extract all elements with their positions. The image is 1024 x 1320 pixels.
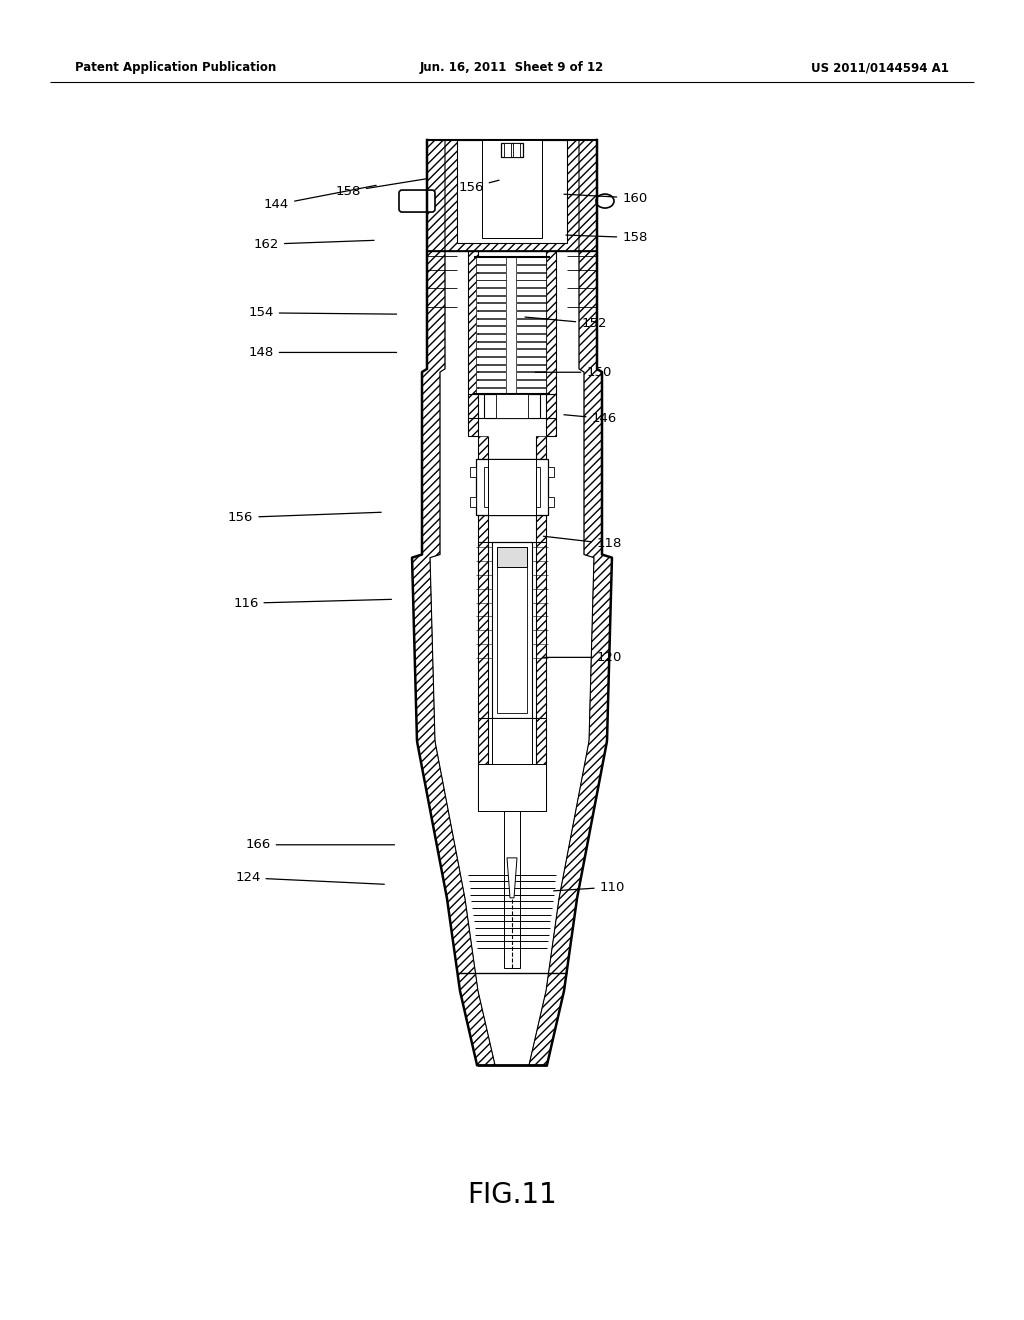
Bar (504, 143, 511, 157)
Bar (536, 467, 540, 507)
Bar (516, 356, 546, 364)
Bar (516, 312, 546, 318)
Bar (516, 326, 546, 333)
Bar (468, 251, 478, 436)
Polygon shape (507, 858, 517, 898)
Bar (476, 380, 506, 387)
Bar (492, 543, 532, 718)
Text: 110: 110 (554, 880, 625, 894)
Bar (478, 251, 546, 436)
Text: 120: 120 (544, 651, 622, 664)
Bar (476, 304, 506, 310)
Bar (492, 718, 532, 764)
Text: 158: 158 (336, 178, 427, 198)
Bar (427, 140, 597, 251)
Text: 160: 160 (564, 191, 647, 205)
Bar (546, 251, 556, 436)
Text: Patent Application Publication: Patent Application Publication (75, 62, 276, 74)
Text: Jun. 16, 2011  Sheet 9 of 12: Jun. 16, 2011 Sheet 9 of 12 (420, 62, 604, 74)
Bar (476, 459, 548, 515)
Bar (516, 280, 546, 288)
Text: 154: 154 (249, 306, 396, 319)
Text: 124: 124 (236, 871, 384, 884)
Bar (476, 342, 506, 348)
Bar (516, 265, 546, 272)
Bar (476, 388, 506, 395)
Bar (501, 143, 523, 157)
Bar (476, 265, 506, 272)
Bar (516, 364, 546, 371)
Bar (516, 342, 546, 348)
Text: FIG.11: FIG.11 (467, 1180, 557, 1209)
Text: 158: 158 (566, 231, 647, 244)
Bar (516, 380, 546, 387)
Bar (516, 288, 546, 294)
Bar (470, 496, 476, 507)
Bar (476, 350, 506, 356)
Bar (482, 140, 542, 238)
Bar (476, 312, 506, 318)
Bar (478, 436, 488, 810)
Bar (476, 334, 506, 341)
Bar (516, 318, 546, 326)
Text: 116: 116 (233, 597, 391, 610)
Bar (516, 304, 546, 310)
Polygon shape (529, 140, 612, 1065)
Bar (470, 467, 476, 477)
Ellipse shape (596, 194, 614, 209)
Bar (504, 810, 520, 968)
Bar (548, 496, 554, 507)
Text: 148: 148 (249, 346, 396, 359)
Text: 150: 150 (536, 366, 611, 379)
Bar (457, 140, 567, 243)
Bar (516, 372, 546, 379)
Bar (496, 395, 528, 417)
Bar (476, 356, 506, 364)
Text: 156: 156 (228, 511, 381, 524)
Text: 166: 166 (246, 838, 394, 851)
Bar (548, 467, 554, 477)
Bar (484, 467, 488, 507)
Bar (516, 334, 546, 341)
Bar (488, 459, 536, 515)
Bar (476, 288, 506, 294)
Text: 156: 156 (459, 181, 499, 194)
Text: 162: 162 (254, 238, 374, 251)
Bar (476, 364, 506, 371)
Bar (497, 548, 527, 568)
Bar (476, 372, 506, 379)
Bar (476, 318, 506, 326)
Bar (516, 296, 546, 302)
Text: 144: 144 (264, 185, 376, 211)
Bar (476, 257, 506, 264)
Bar (488, 436, 536, 810)
Bar (478, 764, 546, 810)
Text: 118: 118 (544, 536, 622, 550)
Bar (516, 388, 546, 395)
Bar (536, 436, 546, 810)
Text: 146: 146 (564, 412, 616, 425)
Text: US 2011/0144594 A1: US 2011/0144594 A1 (811, 62, 949, 74)
Bar (513, 143, 520, 157)
Text: 152: 152 (525, 317, 606, 330)
Bar (497, 548, 527, 713)
Polygon shape (412, 140, 495, 1065)
Bar (516, 257, 546, 264)
FancyBboxPatch shape (399, 190, 435, 213)
Bar (516, 350, 546, 356)
Polygon shape (412, 140, 612, 1065)
Bar (476, 273, 506, 280)
Bar (476, 326, 506, 333)
Bar (476, 280, 506, 288)
Bar (484, 395, 540, 417)
Bar (516, 273, 546, 280)
Bar (476, 296, 506, 302)
